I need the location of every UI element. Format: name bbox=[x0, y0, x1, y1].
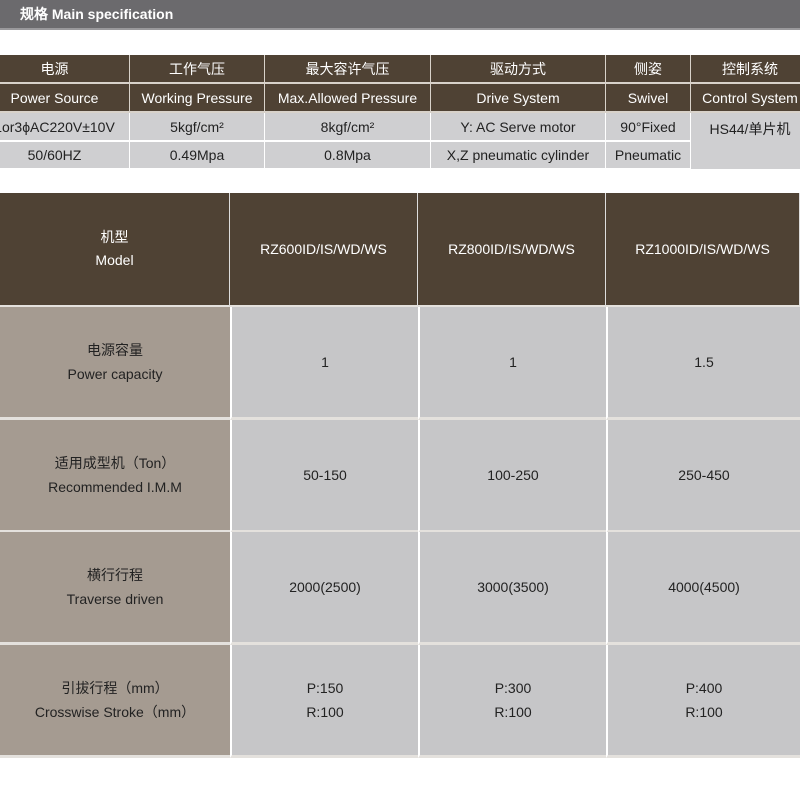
spec-header-cn: 电源 bbox=[0, 55, 130, 84]
spec-header-cn: 驱动方式 bbox=[431, 55, 606, 84]
model-header: RZ600ID/IS/WD/WS bbox=[230, 193, 418, 307]
cell-text: Model bbox=[95, 252, 134, 268]
cell-text: Recommended I.M.M bbox=[48, 478, 182, 495]
spec-cell: X,Z pneumatic cylinder bbox=[431, 142, 606, 170]
spec-cell: 8kgf/cm² bbox=[265, 113, 431, 142]
row-value: P:300 R:100 bbox=[418, 644, 606, 758]
cell-text: 3000(3500) bbox=[477, 579, 549, 595]
cell-text: Crosswise Stroke（mm） bbox=[34, 703, 196, 720]
spec-cell: Y: AC Serve motor bbox=[431, 113, 606, 142]
cell-text: 1 bbox=[509, 354, 517, 370]
section-title: 规格 Main specification bbox=[0, 0, 800, 30]
spec-header-en: Power Source bbox=[0, 84, 130, 113]
spec-header-en: Working Pressure bbox=[130, 84, 265, 113]
spec-cell: 5kgf/cm² bbox=[130, 113, 265, 142]
spec-header-en: Swivel bbox=[606, 84, 691, 113]
cell-text: 2000(2500) bbox=[289, 579, 361, 595]
cell-text: 1.5 bbox=[694, 354, 714, 370]
cell-text: P:300 bbox=[494, 679, 532, 696]
spec-header-cn: 工作气压 bbox=[130, 55, 265, 84]
cell-text: R:100 bbox=[306, 703, 344, 720]
row-value: 4000(4500) bbox=[606, 532, 800, 645]
row-value: 100-250 bbox=[418, 419, 606, 533]
cell-text: P:150 bbox=[306, 679, 344, 696]
cell-text: 250-450 bbox=[678, 466, 730, 483]
cell-text: R:100 bbox=[685, 703, 723, 720]
model-header: RZ800ID/IS/WD/WS bbox=[418, 193, 606, 307]
cell-text: 4000(4500) bbox=[668, 579, 740, 595]
cell-text: R:100 bbox=[494, 703, 532, 720]
row-label: 适用成型机（Ton） Recommended I.M.M bbox=[0, 419, 230, 533]
spec-header-en: Max.Allowed Pressure bbox=[265, 84, 431, 113]
row-value: 50-150 bbox=[230, 419, 418, 533]
row-value: 1.5 bbox=[606, 307, 800, 420]
row-value: 3000(3500) bbox=[418, 532, 606, 645]
cell-text: 1 bbox=[321, 354, 329, 370]
spec-header-cn: 侧姿 bbox=[606, 55, 691, 84]
row-value: 1 bbox=[418, 307, 606, 420]
row-value: 2000(2500) bbox=[230, 532, 418, 645]
spec-cell: 90°Fixed bbox=[606, 113, 691, 142]
cell-text: 100-250 bbox=[487, 466, 539, 483]
cell-text: 适用成型机（Ton） bbox=[54, 454, 176, 471]
row-label: 电源容量 Power capacity bbox=[0, 307, 230, 420]
cell-text: P:400 bbox=[685, 679, 723, 696]
cell-text: 电源容量 bbox=[87, 342, 143, 358]
spec-header-en: Control System bbox=[691, 84, 800, 113]
spec-header-cn: 最大容许气压 bbox=[265, 55, 431, 84]
row-value: P:150 R:100 bbox=[230, 644, 418, 758]
spec-cell: 0.49Mpa bbox=[130, 142, 265, 170]
row-value: 1 bbox=[230, 307, 418, 420]
cell-text: 横行行程 bbox=[87, 567, 143, 583]
row-value: P:400 R:100 bbox=[606, 644, 800, 758]
spec-header-cn: 控制系统 bbox=[691, 55, 800, 84]
cell-text: 50-150 bbox=[303, 466, 347, 483]
spec-cell: 1or3ϕAC220V±10V bbox=[0, 113, 130, 142]
spec-cell: HS44/单片机 bbox=[691, 113, 800, 171]
row-value: 250-450 bbox=[606, 419, 800, 533]
spec-cell: 0.8Mpa bbox=[265, 142, 431, 170]
spec-cell: 50/60HZ bbox=[0, 142, 130, 170]
cell-text: Traverse driven bbox=[66, 591, 164, 607]
cell-text: Power capacity bbox=[67, 366, 163, 382]
cell-text: 引拔行程（mm） bbox=[61, 679, 169, 696]
spec-cell: Pneumatic bbox=[606, 142, 691, 170]
cell-text: 机型 bbox=[100, 229, 129, 245]
row-label: 引拔行程（mm） Crosswise Stroke（mm） bbox=[0, 644, 230, 758]
spec-header-en: Drive System bbox=[431, 84, 606, 113]
model-header-label: 机型 Model bbox=[0, 193, 230, 307]
model-header: RZ1000ID/IS/WD/WS bbox=[606, 193, 800, 307]
row-label: 横行行程 Traverse driven bbox=[0, 532, 230, 645]
